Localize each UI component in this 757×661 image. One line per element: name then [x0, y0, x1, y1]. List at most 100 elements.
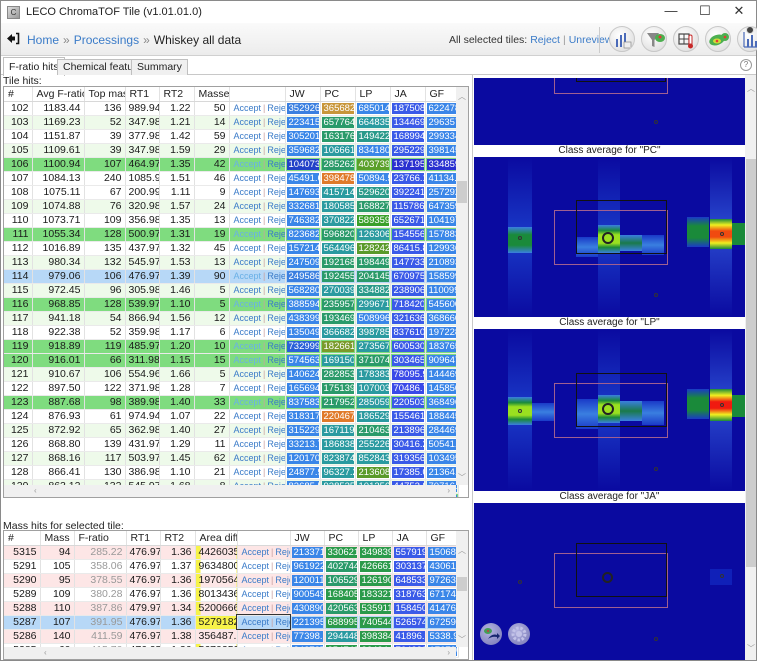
reject-link[interactable]: Reject	[267, 173, 284, 183]
tile-hit-row[interactable]: 1021183.44136989.941.2250Accept|Reject35…	[4, 101, 459, 116]
reject-link[interactable]: Reject	[275, 575, 289, 585]
accept-link[interactable]: Accept	[233, 117, 262, 127]
accept-link[interactable]: Accept	[233, 257, 262, 267]
accept-link[interactable]: Accept	[233, 369, 262, 379]
reject-link[interactable]: Reject	[267, 425, 284, 435]
reject-link[interactable]: Reject	[267, 215, 284, 225]
accept-link[interactable]: Accept	[233, 145, 262, 155]
accept-link[interactable]: Accept	[233, 327, 262, 337]
mass-hit-row[interactable]: 5286140411.59476.971.38356487.99Accept|R…	[4, 629, 459, 644]
accept-link[interactable]: Accept	[233, 313, 262, 323]
help-icon[interactable]: ?	[740, 59, 752, 71]
accept-link[interactable]: Accept	[241, 561, 270, 571]
tile-hit-row[interactable]: 1031169.2352347.981.2114Accept|Reject223…	[4, 115, 459, 130]
tile-hit-row[interactable]: 120916.0166311.981.1515Accept|Reject5745…	[4, 353, 459, 368]
scroll-down-arrow-icon[interactable]: ﹀	[458, 635, 466, 644]
tab-f-ratio-hits[interactable]: F-ratio hits	[3, 57, 65, 76]
tile-hit-row[interactable]: 1061100.94107464.971.3542Accept|Reject10…	[4, 157, 459, 172]
reject-link[interactable]: Reject	[275, 547, 289, 557]
accept-link[interactable]: Accept	[233, 201, 262, 211]
tile-hit-row[interactable]: 1071084.132401085.931.5146Accept|Reject4…	[4, 171, 459, 186]
tile-hit-row[interactable]: 117941.1854866.941.5612Accept|Reject4383…	[4, 311, 459, 326]
col-header-rt2[interactable]: RT2	[160, 531, 196, 546]
reject-link[interactable]: Reject	[267, 243, 284, 253]
reject-link[interactable]: Reject	[275, 617, 289, 627]
scrollbar-thumb[interactable]	[457, 181, 467, 203]
col-header-number[interactable]: #	[4, 531, 41, 546]
heatmap-lp[interactable]	[474, 329, 745, 491]
selected-peak-marker[interactable]	[602, 232, 614, 244]
tile-hit-row[interactable]: 1051109.6139347.981.5929Accept|Reject359…	[4, 143, 459, 158]
reject-link[interactable]: Reject	[275, 603, 289, 613]
accept-link[interactable]: Accept	[233, 355, 262, 365]
accept-link[interactable]: Accept	[233, 243, 262, 253]
tile-hits-vertical-scrollbar[interactable]: ︿ ﹀	[456, 87, 468, 485]
reject-link[interactable]: Reject	[267, 229, 284, 239]
col-header-rt1[interactable]: RT1	[126, 531, 161, 546]
heatmap-ja[interactable]	[474, 503, 745, 660]
accept-link[interactable]: Accept	[241, 575, 270, 585]
accept-link[interactable]: Accept	[241, 589, 270, 599]
reject-link[interactable]: Reject	[275, 631, 289, 641]
tile-hit-row[interactable]: 114979.06106476.971.3990Accept|Reject249…	[4, 269, 459, 284]
scroll-down-arrow-icon[interactable]: ﹀	[458, 473, 466, 482]
maximize-button[interactable]: ☐	[699, 3, 711, 18]
accept-link[interactable]: Accept	[233, 425, 262, 435]
reject-link[interactable]: Reject	[267, 271, 284, 281]
tile-hit-row[interactable]: 1121016.89135437.971.3245Accept|Reject15…	[4, 241, 459, 256]
col-header-gf[interactable]: GF	[425, 87, 459, 102]
tile-hit-row[interactable]: 113980.34132545.971.5313Accept|Reject247…	[4, 255, 459, 270]
col-header-jw[interactable]: JW	[285, 87, 321, 102]
tile-hit-row[interactable]: 122897.50122371.981.287Accept|Reject1656…	[4, 381, 459, 396]
reject-link[interactable]: Reject	[267, 355, 284, 365]
tile-hit-row[interactable]: 123887.6898389.981.4033Accept|Reject8375…	[4, 395, 459, 410]
close-button[interactable]: ✕	[733, 3, 745, 18]
scroll-up-arrow-icon[interactable]: ︿	[747, 84, 755, 93]
accept-link[interactable]: Accept	[233, 173, 262, 183]
selected-peak-marker[interactable]	[602, 572, 613, 583]
col-header-pc[interactable]: PC	[324, 531, 359, 546]
accept-link[interactable]: Accept	[233, 397, 262, 407]
scroll-left-arrow-icon[interactable]: ‹	[44, 648, 47, 657]
col-header-mass[interactable]: Mass	[40, 531, 75, 546]
share-map-icon[interactable]	[480, 623, 502, 645]
accept-link[interactable]: Accept	[241, 617, 270, 627]
accept-link[interactable]: Accept	[233, 439, 262, 449]
tile-hits-horizontal-scrollbar[interactable]: ‹ ›	[4, 485, 456, 497]
accept-link[interactable]: Accept	[233, 131, 262, 141]
heatmap-jw[interactable]	[474, 78, 745, 145]
scrollbar-thumb[interactable]	[746, 159, 756, 567]
tile-hit-row[interactable]: 125872.9265362.981.4027Accept|Reject3152…	[4, 423, 459, 438]
col-header-top-mass[interactable]: Top mass	[84, 87, 126, 102]
heatmap-pc[interactable]	[474, 157, 745, 317]
accept-link[interactable]: Accept	[233, 453, 262, 463]
col-header-jw[interactable]: JW	[290, 531, 325, 546]
breadcrumb-home[interactable]: Home	[27, 33, 60, 47]
filter-heatmap-icon[interactable]	[641, 26, 667, 52]
col-header-rt2[interactable]: RT2	[159, 87, 195, 102]
mass-hit-row[interactable]: 531594285.22476.971.364426035.25Accept|R…	[4, 545, 459, 560]
mass-hit-row[interactable]: 5291105358.06476.971.379634800.69Accept|…	[4, 559, 459, 574]
scroll-up-arrow-icon[interactable]: ︿	[458, 546, 466, 555]
reject-link[interactable]: Reject	[267, 439, 284, 449]
col-header-f-ratio[interactable]: F-ratio	[74, 531, 127, 546]
reject-link[interactable]: Reject	[267, 131, 284, 141]
reject-link[interactable]: Reject	[267, 299, 284, 309]
reject-link[interactable]: Reject	[267, 313, 284, 323]
pin-icon[interactable]	[746, 26, 754, 34]
breadcrumb-processings[interactable]: Processings	[73, 33, 140, 47]
reject-link[interactable]: Reject	[267, 187, 284, 197]
tile-hit-row[interactable]: 1101073.71109356.981.3513Accept|Reject74…	[4, 213, 459, 228]
accept-link[interactable]: Accept	[233, 103, 262, 113]
col-header-masses[interactable]: Masses	[194, 87, 230, 102]
reject-link[interactable]: Reject	[267, 369, 284, 379]
accept-link[interactable]: Accept	[233, 341, 262, 351]
accept-link[interactable]: Accept	[233, 383, 262, 393]
col-header-ja[interactable]: JA	[392, 531, 427, 546]
mass-hit-row[interactable]: 5289109380.28476.971.368013436.18Accept|…	[4, 587, 459, 602]
heatmap-blob-icon[interactable]	[705, 26, 731, 52]
mass-hits-horizontal-scrollbar[interactable]: ‹ ›	[4, 647, 456, 659]
tile-hit-row[interactable]: 121910.67106554.961.665Accept|Reject1406…	[4, 367, 459, 382]
accept-link[interactable]: Accept	[233, 411, 262, 421]
scroll-right-arrow-icon[interactable]: ›	[447, 486, 450, 495]
